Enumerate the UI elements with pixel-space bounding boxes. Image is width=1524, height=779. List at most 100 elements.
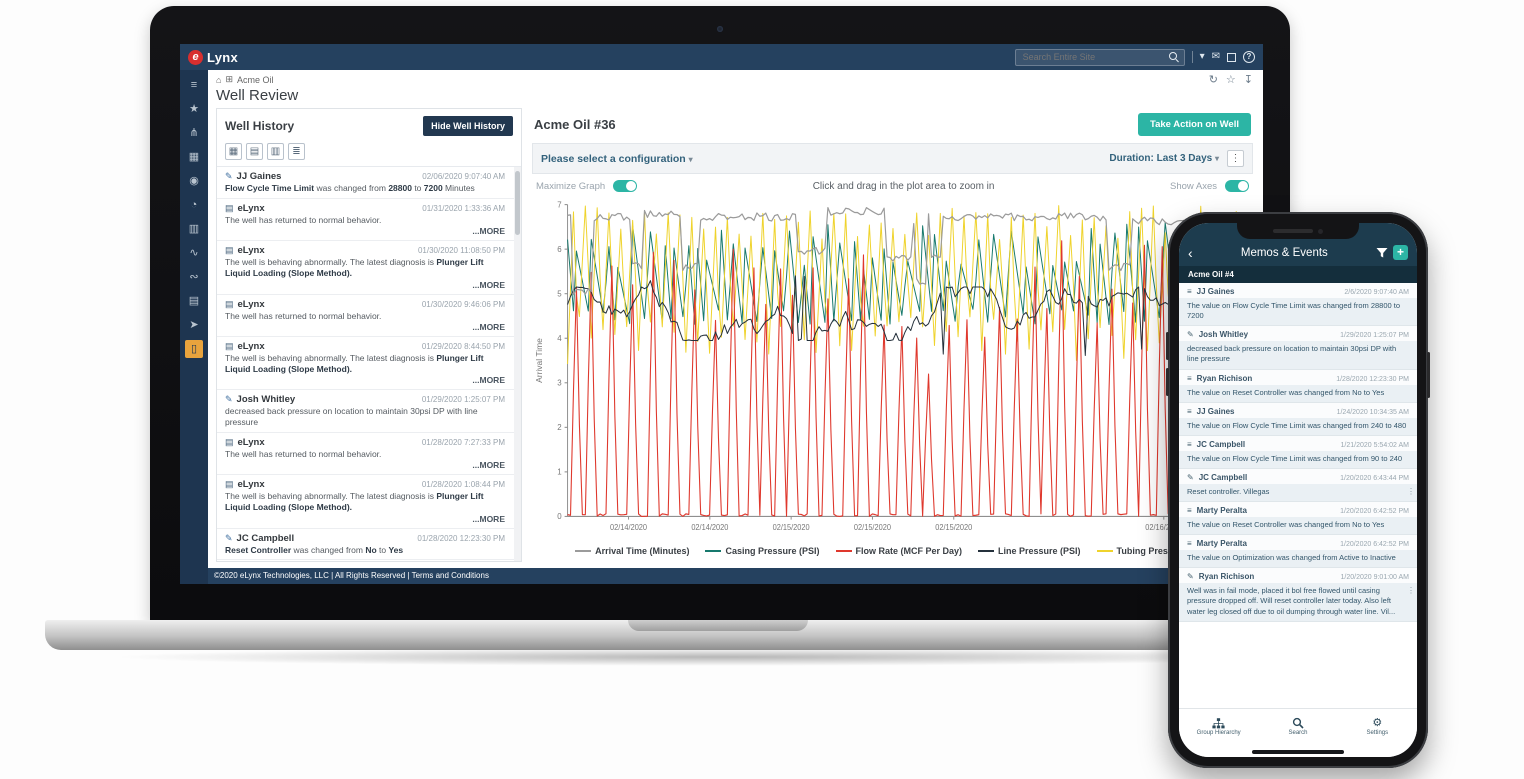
event-lines-icon: ≡: [1187, 539, 1192, 549]
entry-more-link[interactable]: ...MORE: [472, 279, 505, 290]
chart-legend: Arrival Time (Minutes) Casing Pressure (P…: [530, 544, 1255, 562]
entry-author: JJ Gaines: [236, 171, 282, 182]
chevron-down-icon[interactable]: ▾: [1199, 51, 1205, 62]
search-icon[interactable]: [1168, 52, 1179, 62]
document-icon: ▤: [225, 245, 234, 256]
maximize-graph-toggle[interactable]: [613, 180, 638, 192]
series-2: [567, 240, 1246, 518]
entry-menu-icon[interactable]: ⋮: [1407, 586, 1415, 596]
share-icon[interactable]: ➤: [189, 319, 199, 331]
trend-chart-icon[interactable]: ∿: [189, 247, 199, 259]
search-input[interactable]: [1020, 51, 1169, 63]
nav-label: Settings: [1366, 729, 1389, 736]
home-indicator[interactable]: [1252, 750, 1344, 754]
export-icon[interactable]: ↧: [1243, 74, 1253, 86]
fullscreen-icon[interactable]: [1227, 52, 1236, 62]
group-hierarchy-icon: [1212, 717, 1225, 728]
add-memo-button[interactable]: +: [1393, 245, 1408, 260]
entry-author: Ryan Richison: [1196, 373, 1253, 383]
entry-more-link[interactable]: ...MORE: [472, 460, 505, 471]
hide-well-history-button[interactable]: Hide Well History: [423, 116, 513, 136]
group-hierarchy-icon[interactable]: ⋔: [189, 127, 199, 139]
home-icon[interactable]: ⌂: [216, 74, 222, 85]
gauges-icon[interactable]: ◔: [190, 199, 198, 211]
filter-funnel-icon[interactable]: [1376, 247, 1388, 259]
entry-menu-icon[interactable]: ⋮: [1407, 486, 1415, 496]
list-view-button[interactable]: ≣: [288, 143, 305, 160]
elynx-logo[interactable]: e Lynx: [188, 49, 238, 65]
legend-item[interactable]: Arrival Time (Minutes): [575, 546, 689, 556]
entry-more-link[interactable]: ...MORE: [472, 226, 505, 237]
favorite-star-icon[interactable]: ☆: [1225, 74, 1236, 86]
entry-author: eLynx: [237, 245, 265, 257]
entry-body: The value on Optimization was changed fr…: [1179, 550, 1417, 569]
entry-more-link[interactable]: ...MORE: [472, 513, 505, 524]
svg-text:3: 3: [557, 378, 562, 387]
export-view-button[interactable]: ▥: [267, 143, 284, 160]
legend-swatch: [1096, 550, 1113, 552]
document-icon: ▤: [225, 341, 234, 352]
document-icon: ▤: [225, 436, 234, 447]
help-icon[interactable]: ?: [1243, 51, 1255, 63]
card-view-button[interactable]: ▦: [225, 143, 242, 160]
legend-item[interactable]: Tubing Pressure (PSI): [1096, 546, 1210, 556]
svg-text:02/14/2020: 02/14/2020: [610, 523, 647, 532]
doc-view-button[interactable]: ▤: [246, 143, 263, 160]
bar-chart-icon[interactable]: ▥: [188, 223, 200, 235]
well-history-entry: ✎ JC Campbell 01/28/2020 12:23:30 PM Reset …: [217, 529, 521, 561]
legend-item[interactable]: Flow Rate (MCF Per Day): [835, 546, 962, 556]
gear-icon: ⚙: [1372, 716, 1383, 729]
chart-menu-button[interactable]: ⋮: [1227, 150, 1244, 167]
well-review-icon[interactable]: ▯: [185, 340, 203, 358]
laptop-screen: e Lynx ▾ ✉ ? ≡ ★ ⋔ ▦ ◉ ◔ ▥ ∿ ∾ ▤ ➤ ▯: [180, 44, 1263, 584]
menu-icon[interactable]: ≡: [190, 79, 198, 91]
legend-item[interactable]: Line Pressure (PSI): [978, 546, 1081, 556]
entry-timestamp: 1/20/2020 6:42:52 PM: [1340, 541, 1409, 549]
entry-body: The well is behaving abnormally. The lat…: [225, 491, 484, 512]
entry-body: Reset controller. Villegas ⋮: [1179, 483, 1417, 502]
nav-group-hierarchy[interactable]: Group Hierarchy: [1179, 709, 1258, 744]
series-3: [567, 275, 1246, 356]
svg-text:0: 0: [557, 512, 562, 521]
favorites-icon[interactable]: ★: [189, 103, 199, 115]
memo-icon: ✎: [1187, 330, 1194, 340]
map-icon[interactable]: ◉: [189, 175, 199, 187]
entry-more-link[interactable]: ...MORE: [472, 322, 505, 333]
data-grid-icon[interactable]: ▦: [188, 151, 200, 163]
breadcrumb-site[interactable]: Acme Oil: [236, 74, 274, 85]
memo-icon: ✎: [225, 532, 233, 543]
entry-body: The value on Flow Cycle Time Limit was c…: [1179, 450, 1417, 469]
entry-more-link[interactable]: ...MORE: [472, 375, 505, 386]
chevron-down-icon: ▾: [688, 154, 693, 164]
entry-body: Flow Cycle Time Limit was changed from 2…: [225, 183, 475, 193]
svg-text:02/14/2020: 02/14/2020: [691, 523, 728, 532]
legend-item[interactable]: Casing Pressure (PSI): [705, 546, 820, 556]
refresh-icon[interactable]: ↻: [1208, 74, 1218, 86]
take-action-button[interactable]: Take Action on Well: [1137, 113, 1251, 136]
duration-select[interactable]: Duration: Last 3 Days ▾: [1109, 153, 1219, 164]
mail-icon[interactable]: ✉: [1211, 51, 1220, 62]
configuration-select[interactable]: Please select a configuration ▾: [541, 152, 693, 165]
phone-memo-list: ≡ JJ Gaines 2/6/2020 9:07:40 AM The value o…: [1179, 283, 1417, 708]
line-chart-icon[interactable]: ∾: [189, 271, 199, 283]
terms-link[interactable]: Terms and Conditions: [411, 571, 489, 580]
well-history-entry: ▤ eLynx 01/30/2020 11:08:50 PM The well is …: [217, 241, 521, 295]
event-lines-icon: ≡: [1187, 506, 1192, 515]
nav-label: Search: [1288, 730, 1308, 736]
nav-settings[interactable]: ⚙ Settings: [1338, 709, 1417, 744]
reports-icon[interactable]: ▤: [188, 295, 200, 307]
scrollbar-thumb[interactable]: [515, 171, 520, 235]
svg-text:02/16/2020: 02/16/2020: [1145, 523, 1182, 532]
telemetry-chart[interactable]: 0 1 2 3 4 5 6 7 Arrival Time 02/14/2020 02/14/2020…: [530, 194, 1255, 544]
footer: ©2020 eLynx Technologies, LLC | All Righ…: [208, 568, 1263, 584]
back-chevron-icon[interactable]: ‹: [1188, 244, 1193, 261]
phone-memo-entry: ≡ JJ Gaines 1/24/2020 10:34:35 AM The value…: [1179, 402, 1417, 436]
entry-timestamp: 1/20/2020 9:01:00 AM: [1340, 574, 1410, 582]
nav-search[interactable]: Search: [1258, 709, 1337, 744]
show-axes-toggle[interactable]: [1225, 180, 1249, 192]
svg-text:6: 6: [557, 245, 562, 254]
top-navbar: e Lynx ▾ ✉ ?: [180, 44, 1263, 70]
scrollbar[interactable]: [514, 167, 521, 561]
entry-timestamp: 1/29/2020 1:25:07 PM: [1340, 332, 1409, 340]
legend-swatch: [978, 550, 995, 552]
